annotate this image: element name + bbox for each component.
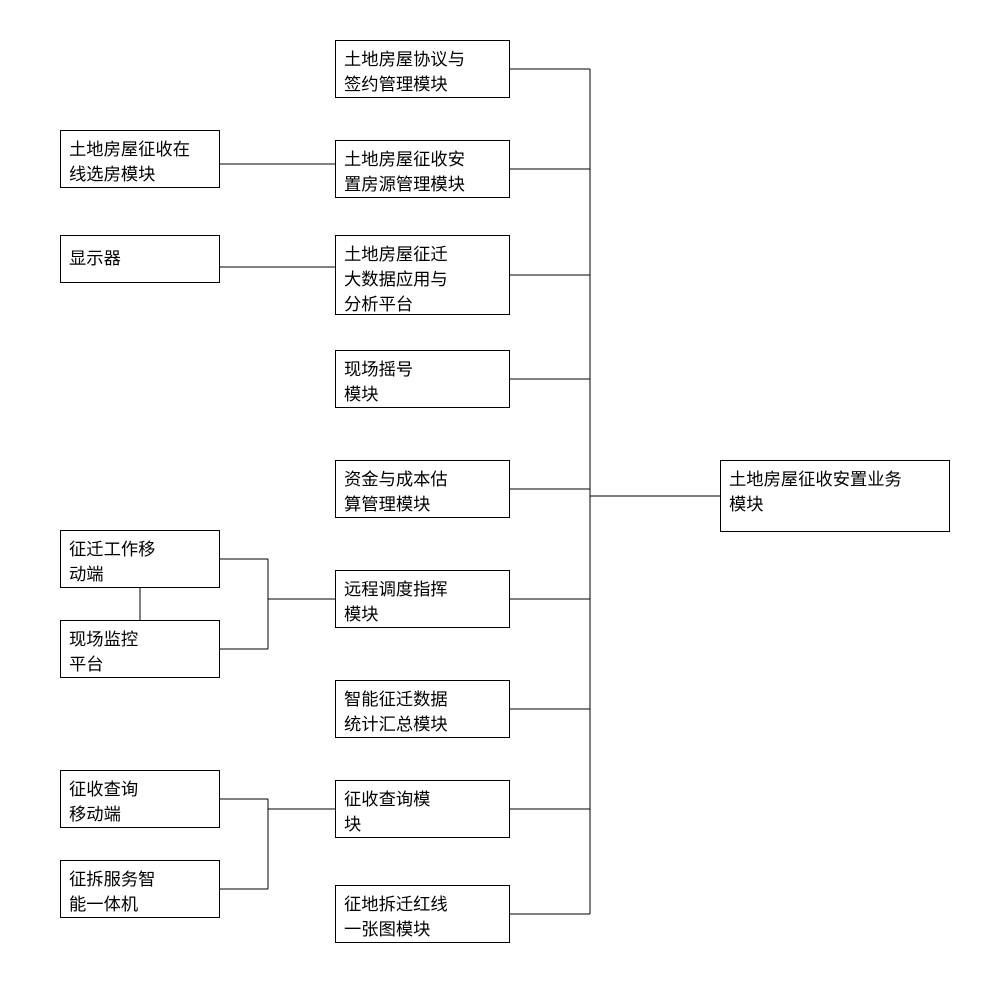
node-label: 土地房屋征收安 置房源管理模块 xyxy=(344,147,465,197)
node-l_qmobile: 征收查询 移动端 xyxy=(60,770,220,828)
node-label: 资金与成本估 算管理模块 xyxy=(344,467,448,517)
node-c5: 资金与成本估 算管理模块 xyxy=(335,460,510,518)
node-l_mobile: 征迁工作移 动端 xyxy=(60,530,220,588)
diagram-canvas: 土地房屋征收安置业务 模块 土地房屋协议与 签约管理模块土地房屋征收安 置房源管理… xyxy=(0,0,1000,991)
node-l_select: 土地房屋征收在 线选房模块 xyxy=(60,130,220,188)
node-label: 现场监控 平台 xyxy=(69,627,138,677)
node-c7: 智能征迁数据 统计汇总模块 xyxy=(335,680,510,738)
node-c2: 土地房屋征收安 置房源管理模块 xyxy=(335,140,510,198)
node-label: 显示器 xyxy=(69,246,121,271)
node-label: 土地房屋征收在 线选房模块 xyxy=(69,137,190,187)
node-c6: 远程调度指挥 模块 xyxy=(335,570,510,628)
node-l_monitor: 现场监控 平台 xyxy=(60,620,220,678)
node-label: 土地房屋征迁 大数据应用与 分析平台 xyxy=(344,242,448,317)
node-label: 远程调度指挥 模块 xyxy=(344,577,448,627)
node-label: 土地房屋协议与 签约管理模块 xyxy=(344,47,465,97)
node-label: 现场摇号 模块 xyxy=(344,357,413,407)
node-c4: 现场摇号 模块 xyxy=(335,350,510,408)
node-l_display: 显示器 xyxy=(60,235,220,283)
node-label: 征迁工作移 动端 xyxy=(69,537,155,587)
node-c9: 征地拆迁红线 一张图模块 xyxy=(335,885,510,943)
node-c1: 土地房屋协议与 签约管理模块 xyxy=(335,40,510,98)
node-label: 征拆服务智 能一体机 xyxy=(69,867,155,917)
node-label: 智能征迁数据 统计汇总模块 xyxy=(344,687,448,737)
node-label: 征收查询 移动端 xyxy=(69,777,138,827)
node-label: 土地房屋征收安置业务 模块 xyxy=(729,467,902,517)
node-c3: 土地房屋征迁 大数据应用与 分析平台 xyxy=(335,235,510,315)
node-root: 土地房屋征收安置业务 模块 xyxy=(720,460,950,532)
node-label: 征地拆迁红线 一张图模块 xyxy=(344,892,448,942)
node-l_kiosk: 征拆服务智 能一体机 xyxy=(60,860,220,918)
node-label: 征收查询模 块 xyxy=(344,787,430,837)
node-c8: 征收查询模 块 xyxy=(335,780,510,838)
